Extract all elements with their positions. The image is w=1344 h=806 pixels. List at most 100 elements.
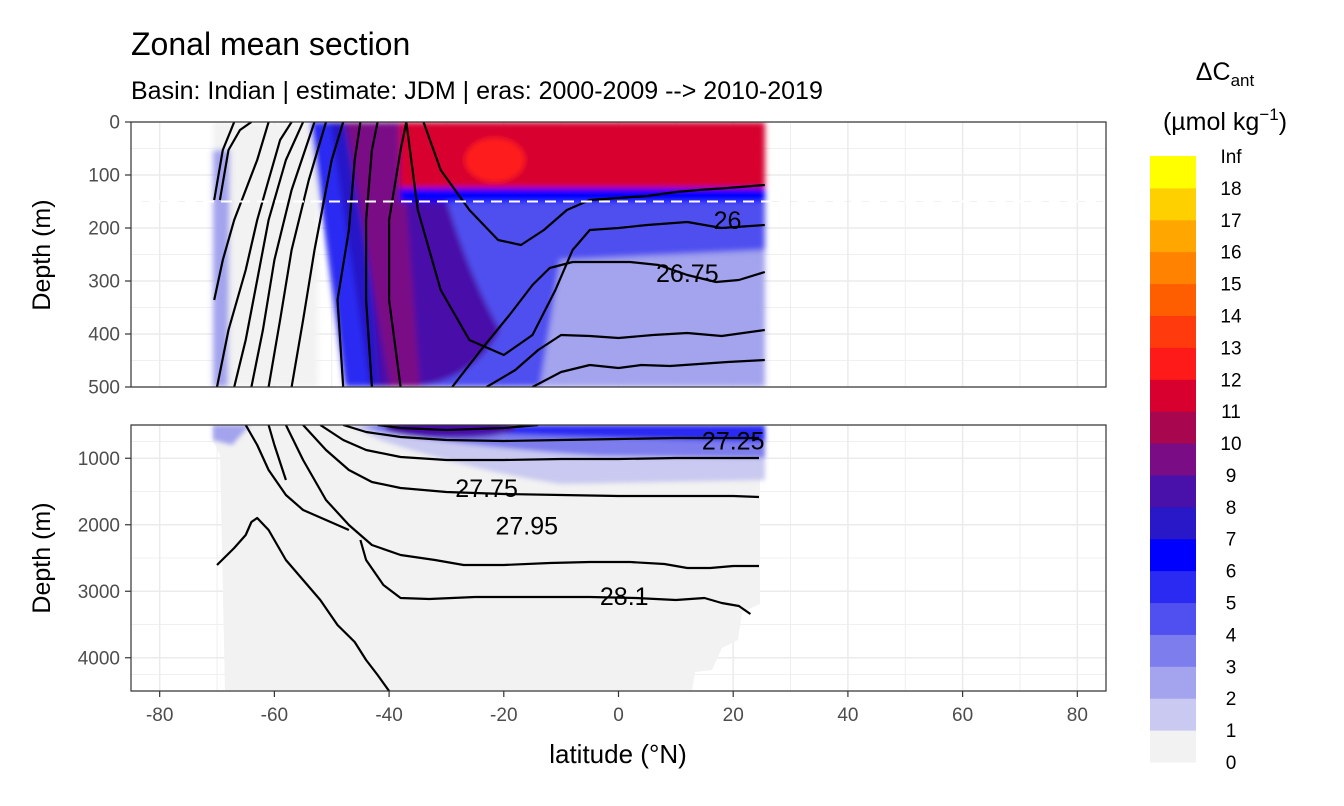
legend-color-swatch (1150, 538, 1196, 572)
lower-panel: 1000 2000 3000 4000 -80 -60 -40 -20 0 20 40 60 80 D… (28, 424, 1107, 726)
legend-label: 9 (1226, 466, 1237, 487)
legend-label: 14 (1220, 306, 1242, 327)
isopycnal-line (284, 425, 759, 570)
legend-color-swatch (1150, 602, 1196, 635)
legend-color-swatch (1150, 666, 1196, 699)
y-tick-label: 0 (109, 113, 120, 134)
chart-subtitle: Basin: Indian | estimate: JDM | eras: 20… (131, 77, 823, 105)
legend-label: 4 (1226, 625, 1237, 646)
isopycnal-line (267, 425, 287, 481)
isopycnal-line (422, 122, 765, 247)
x-axis-label: latitude (°N) (549, 739, 687, 769)
legend-color-swatch (1150, 347, 1196, 380)
legend-color-swatch (1150, 506, 1196, 540)
isopycnal-line (531, 358, 765, 387)
upper-panel-border (130, 121, 1107, 388)
isopycnal-line (365, 122, 379, 387)
legend-label: 15 (1220, 275, 1241, 296)
legend-label: 0 (1226, 753, 1237, 774)
lower-field (213, 425, 765, 691)
x-axis: -80 -60 -40 -20 0 20 40 60 80 (146, 691, 1088, 726)
legend-color-swatch (1150, 634, 1196, 667)
isopycnal-line (336, 122, 362, 387)
legend-color-swatch (1150, 698, 1196, 731)
field-lower-base (213, 425, 760, 691)
isopycnal-label: 26 (714, 207, 742, 235)
isopycnal-line (213, 122, 236, 201)
isopycnal-line (290, 122, 345, 387)
upper-panel: 0 100 200 300 400 500 Depth (m) (28, 113, 1107, 399)
y-tick-label: 300 (88, 272, 120, 293)
isopycnal-line (451, 260, 766, 387)
legend-label: Inf (1220, 147, 1242, 168)
legend-label: 17 (1220, 211, 1241, 232)
field-upper-pale-interior (540, 250, 765, 387)
legend-label: 12 (1220, 370, 1241, 391)
legend-color-swatch (1150, 730, 1196, 763)
isopycnal-line (218, 122, 253, 201)
legend-label: 11 (1221, 402, 1241, 423)
legend-label: 18 (1220, 179, 1241, 200)
isopycnal-line (342, 425, 759, 443)
x-tick-label: -40 (375, 705, 402, 726)
legend-title: ΔCant (1196, 58, 1255, 90)
field-upper-surface-max (465, 138, 525, 182)
lower-y-axis-label: Depth (m) (28, 502, 56, 613)
chart-title: Zonal mean section (131, 26, 410, 62)
isopycnal-line (486, 328, 765, 387)
y-tick-label: 500 (88, 378, 120, 399)
isopycnal-line (250, 122, 316, 387)
legend-unit-close: ) (1279, 108, 1287, 136)
legend-label: 5 (1226, 594, 1237, 615)
isopycnal-line (405, 122, 765, 357)
upper-isopycnals (213, 122, 766, 387)
legend-color-swatch (1150, 315, 1196, 348)
legend: ΔCant (µmol kg−1) 0123456789101112131415… (1150, 58, 1287, 774)
isopycnal-label: 27.25 (702, 427, 765, 455)
lower-isopycnals (216, 425, 760, 691)
y-tick-label: 4000 (78, 648, 120, 669)
x-tick-label: 20 (723, 705, 744, 726)
isopycnal-line (244, 425, 350, 532)
y-tick-label: 2000 (78, 515, 120, 536)
y-tick-label: 400 (88, 325, 120, 346)
legend-label: 13 (1220, 338, 1241, 359)
isopycnal-label: 27.95 (495, 512, 558, 540)
legend-color-swatch (1150, 283, 1196, 316)
isopycnal-line (302, 425, 760, 499)
legend-color-swatch (1150, 219, 1196, 253)
upper-field (213, 122, 765, 387)
isopycnal-line (233, 122, 305, 387)
legend-label: 8 (1226, 498, 1237, 519)
isopycnal-line (216, 516, 390, 691)
legend-label: 3 (1226, 657, 1237, 678)
legend-title-sub: ant (1231, 71, 1255, 90)
legend-unit-sup: −1 (1259, 105, 1278, 124)
isopycnal-line (377, 425, 539, 432)
x-tick-label: 60 (952, 705, 973, 726)
isopycnal-line (319, 425, 759, 462)
legend-title-main: ΔC (1196, 58, 1231, 86)
y-tick-label: 100 (88, 166, 120, 187)
legend-unit-main: (µmol kg (1163, 108, 1259, 136)
upper-y-axis: 0 100 200 300 400 500 (88, 113, 131, 399)
x-tick-label: 0 (613, 705, 624, 726)
legend-label: 7 (1226, 530, 1237, 551)
legend-color-swatch (1150, 251, 1196, 285)
field-lower-west-edge (213, 425, 250, 445)
legend-label: 2 (1226, 689, 1237, 710)
legend-color-swatch (1150, 379, 1196, 412)
isopycnal-labels: 26 26.75 27.25 27.75 27.95 28.1 (455, 207, 764, 611)
upper-y-axis-label: Depth (m) (28, 199, 56, 310)
legend-color-swatch (1150, 474, 1196, 508)
isopycnal-line (213, 122, 270, 301)
legend-color-swatch (1150, 156, 1196, 189)
x-tick-label: 40 (837, 705, 858, 726)
x-tick-label: -80 (146, 705, 173, 726)
legend-label: 6 (1226, 562, 1237, 583)
legend-label: 1 (1226, 721, 1237, 742)
y-tick-label: 1000 (78, 449, 120, 470)
legend-color-swatch (1150, 411, 1196, 444)
